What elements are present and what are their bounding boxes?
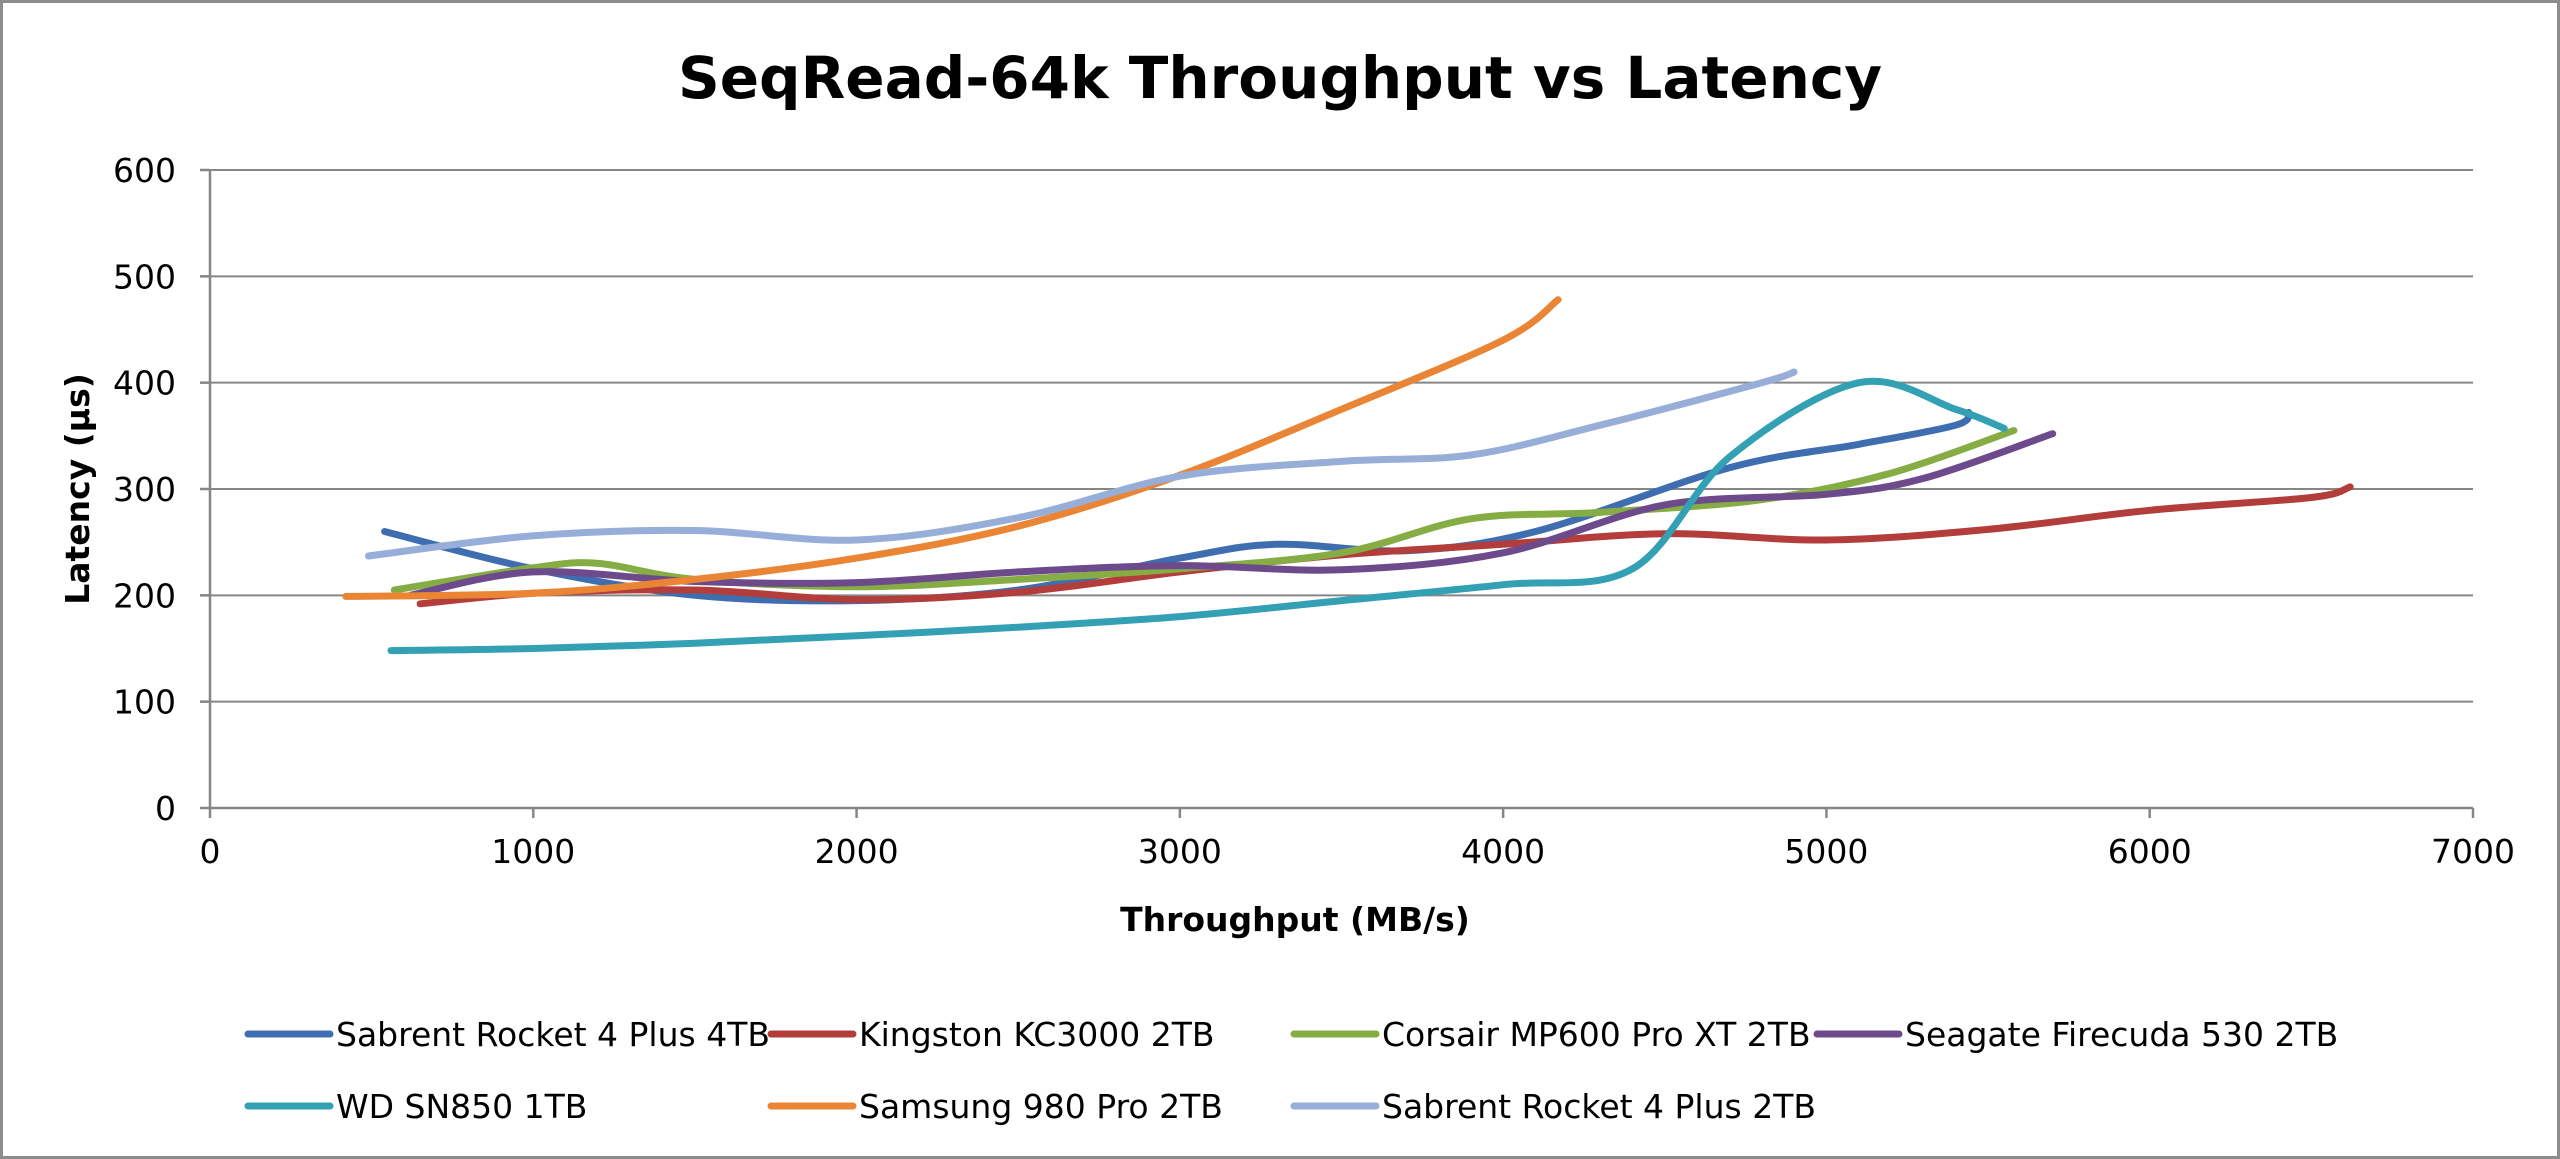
y-tick-label: 400 xyxy=(113,364,176,403)
legend-item-samsung-980-pro-2tb: Samsung 980 Pro 2TB xyxy=(767,1087,1223,1126)
y-tick-label: 500 xyxy=(113,257,176,296)
legend-label: Samsung 980 Pro 2TB xyxy=(859,1087,1223,1126)
x-tick-label: 4000 xyxy=(1461,832,1545,871)
x-tick-label: 6000 xyxy=(2108,832,2192,871)
x-tick-label: 1000 xyxy=(491,832,575,871)
x-tick-labels: 0 1000 2000 3000 4000 5000 6000 7000 xyxy=(200,832,2515,871)
series-lines xyxy=(342,296,2354,655)
y-tick-labels: 0 100 200 300 400 500 600 xyxy=(113,151,176,828)
y-tick-label: 0 xyxy=(155,789,176,828)
chart-title: SeqRead-64k Throughput vs Latency xyxy=(678,44,1882,112)
legend-label: Sabrent Rocket 4 Plus 4TB xyxy=(336,1015,770,1054)
legend-item-seagate-firecuda-530-2tb: Seagate Firecuda 530 2TB xyxy=(1813,1015,2338,1054)
legend-label: Corsair MP600 Pro XT 2TB xyxy=(1382,1015,1811,1054)
legend-item-sabrent-rocket-4-plus-4tb: Sabrent Rocket 4 Plus 4TB xyxy=(244,1015,770,1054)
legend: Sabrent Rocket 4 Plus 4TB Kingston KC3000… xyxy=(244,1015,2338,1126)
x-tick-label: 3000 xyxy=(1138,832,1222,871)
series-line-sabrent-rocket-4-plus-4tb xyxy=(381,408,1973,605)
legend-label: Seagate Firecuda 530 2TB xyxy=(1905,1015,2338,1054)
legend-item-sabrent-rocket-4-plus-2tb: Sabrent Rocket 4 Plus 2TB xyxy=(1290,1087,1816,1126)
y-tick-label: 100 xyxy=(113,683,176,722)
y-tick-label: 300 xyxy=(113,470,176,509)
x-tick-label: 7000 xyxy=(2431,832,2515,871)
y-axis-title: Latency (µs) xyxy=(58,373,97,605)
legend-item-corsair-mp600-pro-xt-2tb: Corsair MP600 Pro XT 2TB xyxy=(1290,1015,1811,1054)
y-tick-label: 600 xyxy=(113,151,176,190)
legend-label: Kingston KC3000 2TB xyxy=(859,1015,1215,1054)
x-tick-label: 2000 xyxy=(815,832,899,871)
legend-item-kingston-kc3000-2tb: Kingston KC3000 2TB xyxy=(767,1015,1215,1054)
series-line-kingston-kc3000-2tb xyxy=(416,483,2354,608)
x-tick-label: 5000 xyxy=(1784,832,1868,871)
x-axis-title: Throughput (MB/s) xyxy=(1120,900,1470,939)
series-line-wd-sn850-1tb xyxy=(387,377,2008,655)
x-tick-label: 0 xyxy=(200,832,221,871)
gridlines xyxy=(210,169,2473,703)
chart-svg: SeqRead-64k Throughput vs Latency 0 100 20… xyxy=(58,44,2515,1126)
legend-label: Sabrent Rocket 4 Plus 2TB xyxy=(1382,1087,1816,1126)
y-tick-label: 200 xyxy=(113,576,176,615)
series-line-sabrent-rocket-4-plus-2tb xyxy=(364,368,1798,560)
series-line-samsung-980-pro-2tb xyxy=(342,296,1562,600)
legend-label: WD SN850 1TB xyxy=(336,1087,587,1126)
axes xyxy=(200,168,2475,818)
legend-item-wd-sn850-1tb: WD SN850 1TB xyxy=(244,1087,587,1126)
